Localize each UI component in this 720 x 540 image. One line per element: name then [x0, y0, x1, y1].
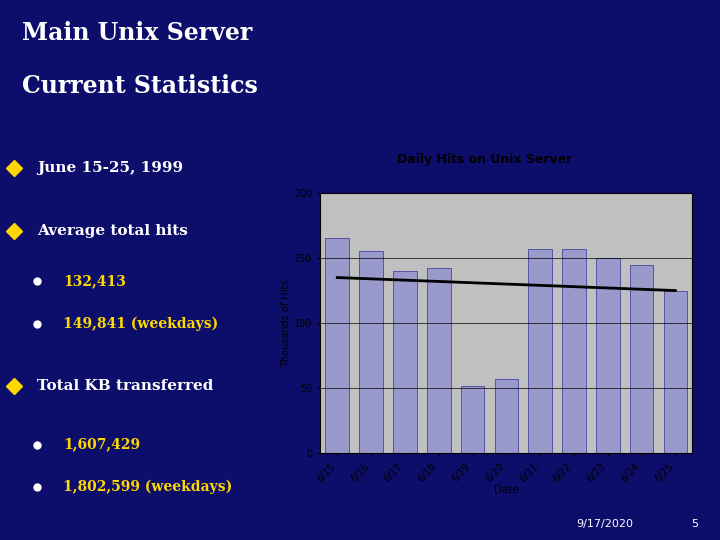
Bar	[664, 291, 688, 454]
Text: Main Unix Server: Main Unix Server	[22, 21, 252, 45]
Text: June 15-25, 1999: June 15-25, 1999	[37, 161, 184, 176]
Bar	[495, 379, 518, 454]
Bar	[596, 258, 620, 454]
Text: Current Statistics: Current Statistics	[22, 73, 258, 98]
Y-axis label: Thousands of Hits: Thousands of Hits	[282, 279, 292, 367]
Text: Average total hits: Average total hits	[37, 224, 189, 238]
Bar	[427, 268, 451, 454]
Text: 9/17/2020: 9/17/2020	[576, 519, 633, 529]
Bar	[461, 386, 485, 454]
Bar	[325, 239, 349, 454]
X-axis label: Date: Date	[494, 485, 519, 495]
Bar	[630, 265, 654, 454]
Text: 5: 5	[691, 519, 698, 529]
Bar	[393, 271, 417, 454]
Bar	[562, 249, 586, 454]
Text: Total KB transferred: Total KB transferred	[37, 379, 214, 393]
Text: 132,413: 132,413	[63, 274, 126, 288]
Bar	[528, 249, 552, 454]
Text: 149,841 (weekdays): 149,841 (weekdays)	[63, 317, 219, 331]
Text: Daily Hits on Unix Server: Daily Hits on Unix Server	[397, 153, 572, 166]
Bar	[359, 252, 383, 454]
Text: 1,802,599 (weekdays): 1,802,599 (weekdays)	[63, 480, 233, 495]
Text: 1,607,429: 1,607,429	[63, 437, 140, 451]
